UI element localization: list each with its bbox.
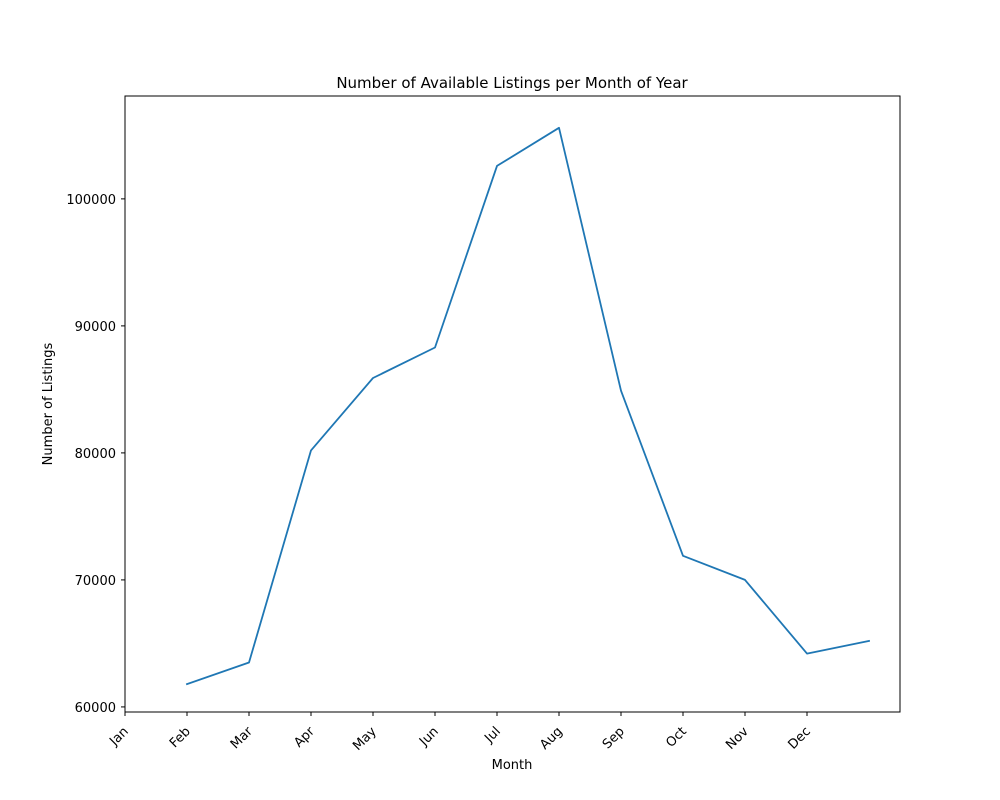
- x-axis-label: Month: [492, 758, 533, 773]
- series-line: [185, 126, 871, 686]
- y-tick-label: 70000: [75, 574, 116, 589]
- y-tick-label: 90000: [75, 320, 116, 335]
- y-axis-ticks: 60000 70000 80000 90000 100000: [66, 193, 125, 716]
- y-tick-label: 100000: [66, 193, 116, 208]
- y-tick-label: 60000: [75, 701, 116, 716]
- y-axis-label: Number of Listings: [41, 342, 56, 465]
- y-tick-label: 80000: [75, 447, 116, 462]
- plot-frame: [124, 95, 901, 713]
- series-layer: [185, 126, 871, 686]
- chart-title: Number of Available Listings per Month o…: [336, 74, 688, 92]
